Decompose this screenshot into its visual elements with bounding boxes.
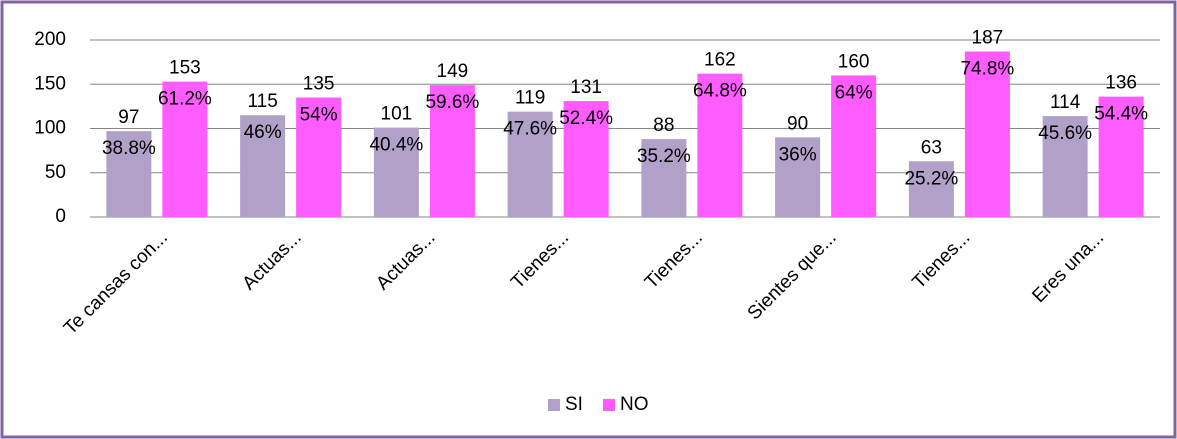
data-label: 131 (570, 77, 602, 98)
percent-label: 52.4% (559, 108, 613, 129)
bar (964, 51, 1010, 217)
bar (1042, 116, 1088, 217)
percent-label: 59.6% (425, 92, 479, 113)
data-label: 115 (247, 91, 277, 112)
x-tick-label: Tienes... (507, 227, 573, 293)
percent-label: 64.8% (693, 81, 747, 102)
y-tick-label: 0 (55, 206, 66, 227)
percent-label: 64% (835, 82, 873, 103)
data-label: 153 (169, 58, 201, 79)
bar (908, 161, 954, 217)
x-tick-label: Actuas... (372, 227, 439, 294)
bar (162, 81, 208, 217)
bar (641, 139, 687, 217)
percent-label: 61.2% (158, 89, 212, 110)
bar (697, 73, 743, 217)
bar (563, 101, 609, 217)
data-label: 63 (921, 137, 942, 158)
percent-label: 36% (779, 144, 817, 165)
data-label: 149 (437, 61, 469, 82)
data-label: 90 (787, 113, 808, 134)
data-label: 160 (838, 51, 870, 72)
x-tick-label: Te cansas con... (60, 227, 172, 339)
data-label: 187 (972, 28, 1004, 49)
x-tick-label: Actuas... (239, 227, 306, 294)
bar (106, 131, 152, 217)
percent-label: 54% (300, 105, 338, 126)
data-label: 119 (515, 88, 545, 109)
bar (775, 137, 821, 217)
y-tick-label: 150 (34, 73, 66, 94)
x-tick-label: Tienes... (641, 227, 707, 293)
legend-label: SI (565, 394, 583, 415)
bar (373, 127, 419, 217)
bar (831, 75, 877, 218)
percent-label: 45.6% (1038, 123, 1092, 144)
percent-label: 54.4% (1094, 104, 1148, 125)
data-label: 88 (653, 115, 674, 136)
y-tick-label: 100 (34, 118, 66, 139)
bar (1098, 96, 1144, 217)
percent-label: 40.4% (369, 135, 423, 156)
x-tick-label: Sientes que... (744, 227, 841, 324)
legend-swatch (548, 399, 560, 411)
percent-label: 46% (244, 122, 282, 143)
data-label: 162 (704, 50, 736, 71)
y-tick-label: 50 (45, 162, 66, 183)
percent-label: 25.2% (904, 168, 958, 189)
bar (296, 97, 342, 217)
y-tick-label: 200 (34, 29, 66, 50)
bar (507, 111, 553, 217)
percent-label: 35.2% (637, 146, 691, 167)
percent-label: 38.8% (102, 138, 156, 159)
data-label: 135 (303, 74, 335, 95)
legend-swatch (603, 399, 615, 411)
bar (429, 85, 475, 217)
data-label: 101 (381, 104, 413, 125)
data-label: 97 (118, 107, 139, 128)
percent-label: 47.6% (503, 119, 557, 140)
percent-label: 74.8% (960, 59, 1014, 80)
x-tick-label: Tienes... (909, 227, 975, 293)
x-tick-label: Eres una... (1028, 227, 1108, 307)
legend-label: NO (620, 394, 649, 415)
bar (240, 115, 286, 217)
data-label: 136 (1105, 73, 1137, 94)
data-label: 114 (1050, 92, 1081, 113)
